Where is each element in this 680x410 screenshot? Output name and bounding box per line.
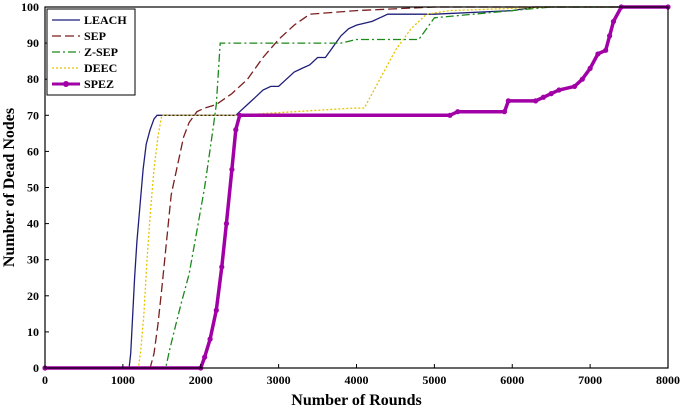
y-tick-label: 80 [27,72,39,86]
x-tick-label: 0 [42,373,48,387]
series-point-spez [447,112,453,118]
series-point-spez [219,264,225,270]
series-line-z-sep [45,6,668,369]
x-tick-label: 4000 [345,373,369,387]
y-tick-label: 30 [27,253,39,267]
series-point-spez [533,98,539,104]
legend: LEACH SEP Z-SEP DEEC SPEZ [46,8,136,96]
series-line-deec [45,6,668,369]
y-tick-label: 20 [27,289,39,303]
series-point-spez [571,83,578,90]
x-tick-label: 3000 [267,373,291,387]
x-tick-label: 8000 [656,373,680,387]
y-tick-label: 70 [27,108,39,122]
y-tick-label: 10 [27,325,39,339]
y-tick-label: 60 [27,144,39,158]
series-point-spez [455,109,461,115]
series-point-spez [548,91,554,97]
series-line-sep [45,6,668,369]
y-tick-label: 50 [27,181,39,195]
series-point-spez [610,18,617,25]
y-tick-label: 40 [27,217,39,231]
y-tick-label: 0 [33,361,39,375]
x-tick-label: 6000 [500,373,524,387]
series-point-spez [233,127,239,133]
series-point-spez [237,112,243,118]
series-point-spez [606,33,613,39]
plot-frame [44,6,669,369]
series-point-spez [202,354,208,360]
series-line-leach [45,6,668,369]
x-tick-label: 7000 [578,373,602,387]
series-point-spez [556,87,562,93]
y-axis-label: Number of Dead Nodes [1,108,18,267]
series-point-spez [595,51,601,57]
y-tick-label: 90 [27,36,39,50]
legend-label-sep: SEP [84,29,106,43]
series-point-spez [579,76,585,82]
series-point-spez [213,307,219,313]
series-point-spez [540,94,547,100]
legend-label-leach: LEACH [84,13,127,27]
series-point-spez [603,47,609,53]
ticks-layer: 0 1000 2000 3000 4000 5000 6000 7000 8000 0 10 20 30… [21,0,680,387]
series-layer [42,4,671,371]
legend-box [46,8,136,96]
x-axis-label: Number of Rounds [291,392,421,409]
series-point-spez [229,166,235,173]
x-tick-label: 1000 [111,373,135,387]
series-point-spez [587,65,593,71]
series-point-spez [223,221,230,227]
y-tick-label: 100 [21,0,39,14]
series-point-spez [501,109,508,115]
x-tick-label: 2000 [189,373,213,387]
legend-label-spez: SPEZ [84,77,114,91]
series-point-spez [207,336,213,342]
legend-marker [63,81,69,87]
series-point-spez [505,98,511,104]
series-line-spez [45,5,668,370]
legend-label-deec: DEEC [84,61,117,75]
legend-label-z-sep: Z-SEP [84,45,118,59]
x-tick-label: 5000 [422,373,446,387]
